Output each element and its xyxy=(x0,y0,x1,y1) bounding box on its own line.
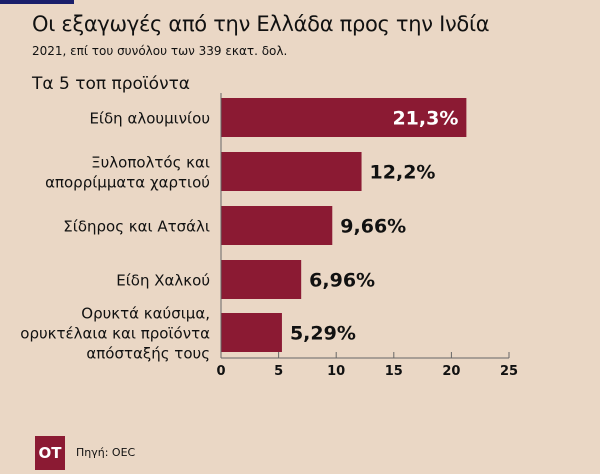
chart-subtitle: 2021, επί του συνόλου των 339 εκατ. δολ. xyxy=(32,44,288,58)
x-tick-label: 0 xyxy=(216,364,225,379)
x-tick-label: 20 xyxy=(442,364,460,379)
category-label: Ορυκτά καύσιμα, xyxy=(81,305,210,323)
category-label: απορρίμματα χαρτιού xyxy=(45,174,210,192)
bar xyxy=(221,206,333,245)
bar xyxy=(221,260,302,299)
chart-title: Οι εξαγωγές από την Ελλάδα προς την Ινδί… xyxy=(32,12,490,36)
category-label: Είδη Χαλκού xyxy=(116,272,210,290)
x-tick-label: 25 xyxy=(500,364,518,379)
data-label: 21,3% xyxy=(392,108,458,130)
data-label: 6,96% xyxy=(309,270,375,292)
data-label: 5,29% xyxy=(290,323,356,345)
accent-line xyxy=(0,0,74,4)
data-label: 9,66% xyxy=(340,216,406,238)
category-label: Είδη αλουμινίου xyxy=(89,110,210,128)
data-label: 12,2% xyxy=(370,162,436,184)
bar xyxy=(221,98,467,137)
category-label: ορυκτέλαια και προϊόντα xyxy=(20,325,210,343)
ot-logo: OT xyxy=(35,436,65,470)
x-tick-label: 15 xyxy=(385,364,403,379)
x-tick-label: 5 xyxy=(274,364,283,379)
category-label: Ξυλοπολτός και xyxy=(91,154,210,172)
category-label: απόσταξής τους xyxy=(86,345,210,363)
section-heading: Τα 5 τοπ προϊόντα xyxy=(32,74,191,94)
x-tick-label: 10 xyxy=(327,364,345,379)
bar xyxy=(221,152,362,191)
bar xyxy=(221,313,282,352)
category-label: Σίδηρος και Ατσάλι xyxy=(63,218,210,236)
source-note: Πηγή: OEC xyxy=(76,446,136,459)
